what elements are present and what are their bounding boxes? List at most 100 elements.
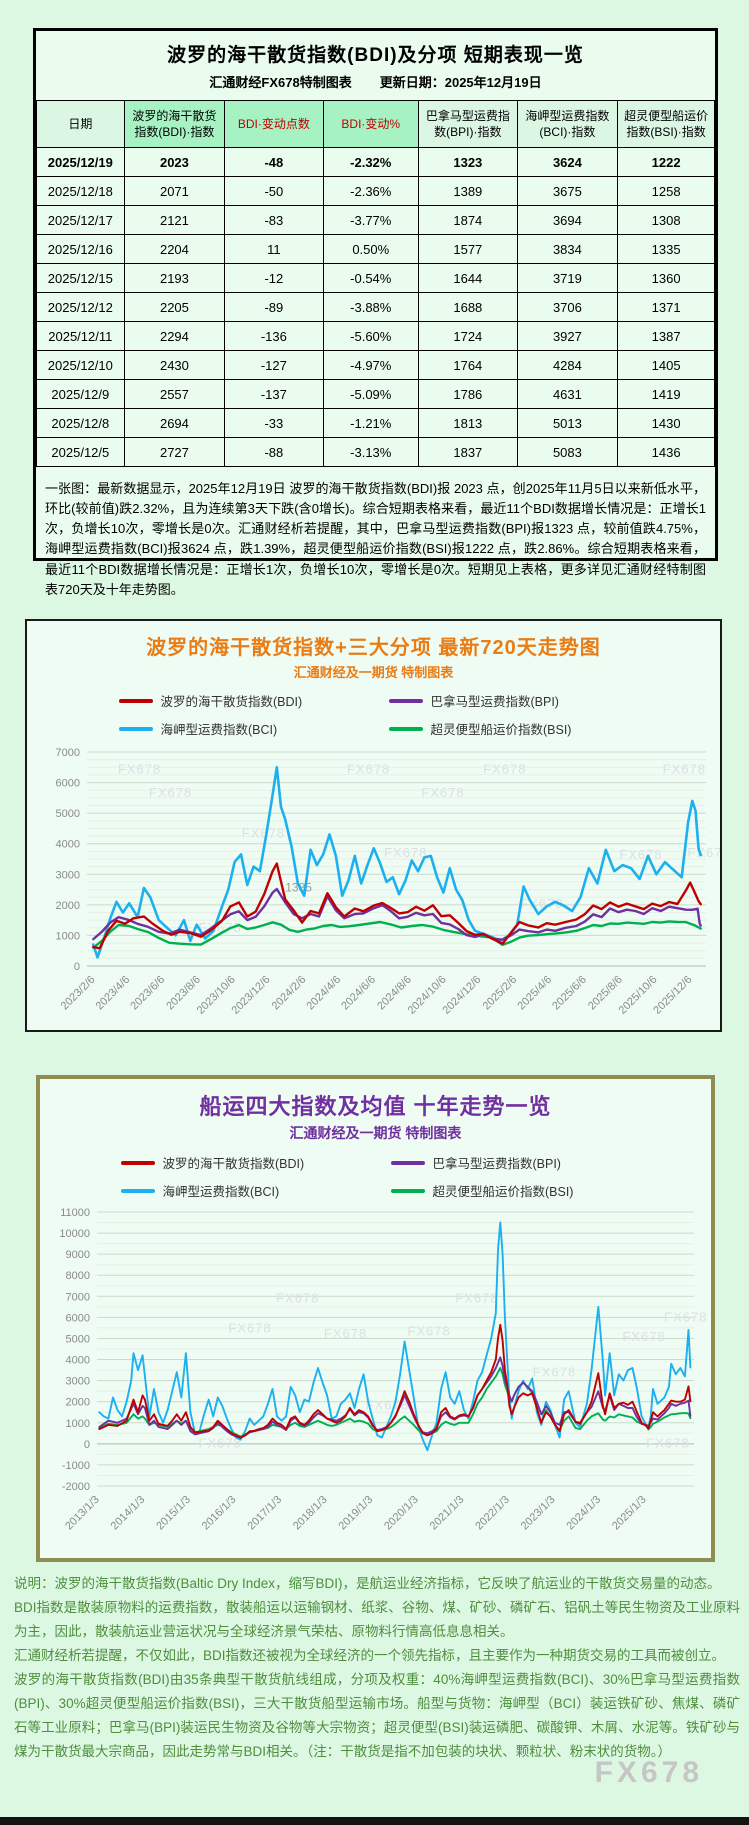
footnotes: 说明：波罗的海干散货指数(Baltic Dry Index，缩写BDI)，是航运…: [14, 1572, 740, 1764]
x-tick-label: 2019/1/3: [337, 1494, 376, 1533]
bdi-short-term-table: 日期 波罗的海干散货 指数(BDI)·指数 BDI·变动点数 BDI·变动% 巴拿马型运…: [36, 100, 715, 467]
table-cell: 2025/12/5: [36, 437, 125, 467]
table-cell: 3624: [516, 147, 619, 177]
table-cell: 2025/12/16: [36, 234, 125, 264]
table-cell: 1436: [617, 437, 715, 467]
y-tick-label: 0: [84, 1439, 90, 1451]
x-tick-label: 2025/12/6: [651, 974, 694, 1017]
table-summary-note: 一张图：最新数据显示，2025年12月19日 波罗的海干散货指数(BDI)报 2…: [45, 481, 706, 597]
fx678-watermark: FX678: [276, 1290, 319, 1305]
x-tick-label: 2023/2/6: [59, 974, 98, 1013]
fx678-watermark: FX678: [421, 785, 464, 800]
table-cell: 2025/12/10: [36, 350, 125, 380]
table-cell: 2694: [123, 408, 226, 438]
legend-label: 超灵便型船运价指数(BSI): [430, 723, 572, 737]
table-row: 2025/12/17 2121 -83 -3.77% 1874 3694 1308: [36, 205, 715, 235]
fx678-watermark: FX678: [118, 761, 161, 776]
x-tick-label: 2013/1/3: [63, 1494, 102, 1533]
table-cell: 3675: [516, 176, 619, 206]
table-row: 2025/12/9 2557 -137 -5.09% 1786 4631 1419: [36, 379, 715, 409]
table-cell: -33: [224, 408, 324, 438]
table-cell: 1258: [617, 176, 715, 206]
y-tick-label: 8000: [66, 1270, 90, 1282]
legend-item-bdi: 波罗的海干散货指数(BDI): [118, 691, 359, 710]
table-body: 2025/12/19 2023 -48 -2.32% 1323 3624 1222 2025/…: [36, 147, 715, 467]
table-cell: 1308: [617, 205, 715, 235]
x-tick-label: 2024/12/6: [440, 974, 483, 1017]
table-cell: 1874: [418, 205, 518, 235]
table-cell: -2.36%: [322, 176, 420, 206]
table-cell: 1813: [418, 408, 518, 438]
table-cell: -88: [224, 437, 324, 467]
fx678-watermark: FX678: [324, 1326, 367, 1341]
table-subtitle-source: 汇通财经FX678特制图表: [209, 75, 352, 90]
chart-10y-plot: -2000 -1000 0 1000 2000 3000 4000 5000 6000 7000 8…: [59, 1207, 706, 1533]
table-cell: 2121: [123, 205, 226, 235]
table-cell: 2025/12/15: [36, 263, 125, 293]
table-cell: 3694: [516, 205, 619, 235]
fx678-watermark: FX678: [198, 1436, 241, 1451]
table-cell: 2727: [123, 437, 226, 467]
column-header: BDI·变动点数: [224, 100, 324, 148]
short-term-table-panel: 波罗的海干散货指数(BDI)及分项 短期表现一览 汇通财经FX678特制图表 更新…: [33, 28, 718, 597]
table-cell: 1335: [617, 234, 715, 264]
legend-item-bsi: 超灵便型船运价指数(BSI): [390, 1181, 631, 1200]
table-cell: 1405: [617, 350, 715, 380]
fx678-watermark: FX678: [619, 847, 662, 862]
table-cell: 1222: [617, 147, 715, 177]
column-header: 海岬型运费指数 (BCI)·指数: [516, 100, 619, 148]
table-cell: 3719: [516, 263, 619, 293]
x-tick-label: 2020/1/3: [382, 1494, 421, 1533]
x-tick-label: 2018/1/3: [291, 1494, 330, 1533]
table-cell: 2025/12/18: [36, 176, 125, 206]
table-cell: 3927: [516, 321, 619, 351]
chart-10y-subtitle: 汇通财经及一期货 特制图表: [289, 1125, 462, 1141]
x-tick-label: 2024/4/6: [304, 974, 343, 1013]
legend-swatch-bci: [118, 726, 153, 731]
table-cell: 0.50%: [322, 234, 420, 264]
fx678-watermark: FX678: [483, 761, 526, 776]
x-tick-label: 2023/1/3: [519, 1494, 558, 1533]
x-tick-label: 2014/1/3: [109, 1494, 148, 1533]
legend-label: 巴拿马型运费指数(BPI): [430, 695, 559, 709]
table-row: 2025/12/8 2694 -33 -1.21% 1813 5013 1430: [36, 408, 715, 438]
table-cell: -136: [224, 321, 324, 351]
table-cell: -127: [224, 350, 324, 380]
table-row: 2025/12/11 2294 -136 -5.60% 1724 3927 1387: [36, 321, 715, 351]
y-tick-label: 2000: [66, 1397, 90, 1409]
fx678-watermark: FX678: [384, 845, 427, 860]
legend-label: 海岬型运费指数(BCI): [162, 1185, 280, 1199]
legend-label: 波罗的海干散货指数(BDI): [160, 695, 303, 709]
chart-720d-legend: 波罗的海干散货指数(BDI) 巴拿马型运费指数(BPI) 海岬型运费指数(BCI) 超…: [27, 691, 720, 738]
x-tick-label: 2025/1/3: [610, 1494, 649, 1533]
x-tick-label: 2022/1/3: [473, 1494, 512, 1533]
fx678-watermark: FX678: [407, 1323, 450, 1338]
table-cell: 1430: [617, 408, 715, 438]
table-cell: -1.21%: [322, 408, 420, 438]
table-cell: 2023: [123, 147, 226, 177]
y-tick-label: 2000: [56, 900, 80, 912]
table-header-row: 日期 波罗的海干散货 指数(BDI)·指数 BDI·变动点数 BDI·变动% 巴拿马型运…: [36, 100, 715, 148]
column-header: 日期: [36, 100, 125, 148]
legend-item-bci: 海岬型运费指数(BCI): [120, 1181, 361, 1200]
table-cell: 4631: [516, 379, 619, 409]
y-tick-label: 4000: [56, 839, 80, 851]
y-tick-label: 1000: [56, 930, 80, 942]
y-tick-label: 9000: [66, 1249, 90, 1261]
y-tick-label: 4000: [66, 1355, 90, 1367]
y-tick-label: -2000: [62, 1481, 90, 1493]
table-cell: 2071: [123, 176, 226, 206]
y-tick-label: 10000: [59, 1228, 90, 1240]
legend-swatch-bpi: [388, 698, 423, 703]
table-cell: 1387: [617, 321, 715, 351]
table-cell: 1786: [418, 379, 518, 409]
table-cell: 2204: [123, 234, 226, 264]
legend-item-bpi: 巴拿马型运费指数(BPI): [388, 691, 629, 710]
table-cell: 1644: [418, 263, 518, 293]
legend-swatch-bsi: [388, 726, 423, 731]
table-cell: -2.32%: [322, 147, 420, 177]
table-cell: 2294: [123, 321, 226, 351]
fx678-watermark: FX678: [646, 1436, 689, 1451]
fx678-watermark: FX678: [663, 761, 706, 776]
